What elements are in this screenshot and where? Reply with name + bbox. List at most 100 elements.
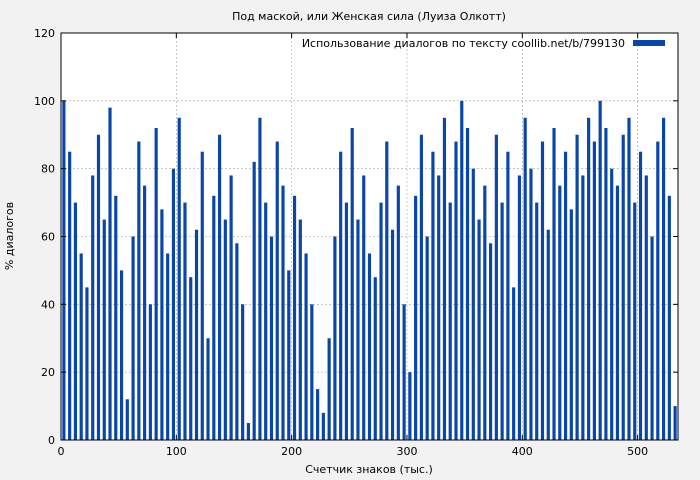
bar bbox=[143, 185, 147, 440]
bar bbox=[610, 168, 614, 440]
bar bbox=[160, 209, 164, 440]
bar bbox=[189, 277, 193, 440]
bar bbox=[414, 195, 418, 440]
bar bbox=[621, 134, 625, 440]
bar bbox=[627, 117, 631, 441]
bar bbox=[246, 423, 250, 440]
bar bbox=[264, 202, 268, 440]
y-tick-label: 100 bbox=[34, 95, 55, 108]
bar bbox=[419, 134, 423, 440]
bar bbox=[587, 117, 591, 441]
bar bbox=[592, 141, 596, 441]
bar bbox=[431, 151, 435, 441]
y-tick-label: 40 bbox=[41, 298, 55, 311]
bar bbox=[292, 195, 297, 440]
bar bbox=[258, 117, 262, 441]
bar bbox=[546, 229, 550, 440]
bar bbox=[425, 236, 429, 440]
bar bbox=[333, 236, 337, 440]
bar bbox=[108, 107, 112, 440]
bar bbox=[350, 127, 354, 440]
y-tick-label: 60 bbox=[41, 231, 55, 244]
bar bbox=[229, 175, 233, 440]
bar bbox=[650, 236, 654, 440]
legend-swatch bbox=[633, 40, 665, 46]
x-tick-label: 200 bbox=[281, 445, 302, 458]
bar bbox=[661, 117, 666, 441]
bar bbox=[171, 168, 176, 440]
bar bbox=[327, 338, 331, 440]
bar bbox=[154, 127, 158, 440]
bar bbox=[125, 399, 129, 440]
bar bbox=[500, 202, 504, 440]
bar bbox=[137, 141, 141, 441]
bar bbox=[287, 270, 291, 440]
bar bbox=[200, 151, 204, 441]
bar bbox=[62, 100, 66, 440]
bar bbox=[339, 151, 343, 441]
bar bbox=[385, 141, 389, 441]
bar bbox=[316, 389, 320, 440]
bar bbox=[575, 134, 579, 440]
bar-series bbox=[62, 100, 677, 441]
bar bbox=[540, 141, 545, 441]
bar bbox=[235, 243, 239, 440]
bar bbox=[529, 168, 533, 440]
bar bbox=[212, 195, 216, 440]
bar bbox=[373, 277, 377, 440]
bar bbox=[269, 236, 274, 440]
bar bbox=[91, 175, 95, 440]
bar bbox=[512, 287, 516, 440]
legend-label: Использование диалогов по тексту coollib… bbox=[302, 37, 625, 50]
bar bbox=[102, 219, 106, 440]
bar bbox=[471, 168, 475, 440]
bar bbox=[581, 175, 585, 440]
bar bbox=[275, 141, 279, 441]
y-tick-label: 20 bbox=[41, 366, 55, 379]
bar bbox=[517, 175, 522, 440]
bar bbox=[442, 117, 447, 441]
bar bbox=[408, 372, 412, 440]
bar bbox=[194, 229, 199, 440]
bar bbox=[563, 151, 568, 441]
bar bbox=[281, 185, 285, 440]
bar bbox=[206, 338, 210, 440]
y-tick-label: 0 bbox=[48, 434, 55, 447]
y-tick-label: 120 bbox=[34, 27, 55, 40]
bar bbox=[494, 134, 498, 440]
y-tick-label: 80 bbox=[41, 163, 55, 176]
chart-title: Под маской, или Женская сила (Луиза Олко… bbox=[232, 10, 506, 23]
bar bbox=[367, 253, 372, 440]
bar bbox=[437, 175, 441, 440]
bar bbox=[604, 127, 608, 440]
bar bbox=[460, 100, 464, 440]
bar bbox=[552, 127, 556, 440]
bar bbox=[166, 253, 170, 440]
bar bbox=[638, 151, 643, 441]
x-axis-label: Счетчик знаков (тыс.) bbox=[305, 463, 433, 476]
bar bbox=[667, 195, 671, 440]
bar bbox=[241, 304, 245, 440]
bar bbox=[489, 243, 493, 440]
bar bbox=[114, 195, 118, 440]
bar bbox=[252, 161, 256, 440]
bar bbox=[96, 134, 101, 440]
bar bbox=[633, 202, 637, 440]
bar bbox=[119, 270, 124, 440]
bar bbox=[183, 202, 187, 440]
bar bbox=[131, 236, 135, 440]
bar bbox=[362, 175, 366, 440]
bar bbox=[448, 202, 452, 440]
bar bbox=[304, 253, 308, 440]
x-tick-label: 400 bbox=[512, 445, 533, 458]
bar bbox=[615, 185, 620, 440]
bar bbox=[148, 304, 152, 440]
bar bbox=[390, 229, 395, 440]
bar bbox=[356, 219, 360, 440]
bar bbox=[644, 175, 648, 440]
bar bbox=[310, 304, 314, 440]
bar bbox=[558, 185, 562, 440]
bar bbox=[298, 219, 302, 440]
bar bbox=[569, 209, 573, 440]
